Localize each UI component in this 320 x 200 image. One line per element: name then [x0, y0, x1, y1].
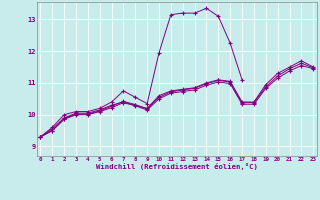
- X-axis label: Windchill (Refroidissement éolien,°C): Windchill (Refroidissement éolien,°C): [96, 163, 258, 170]
